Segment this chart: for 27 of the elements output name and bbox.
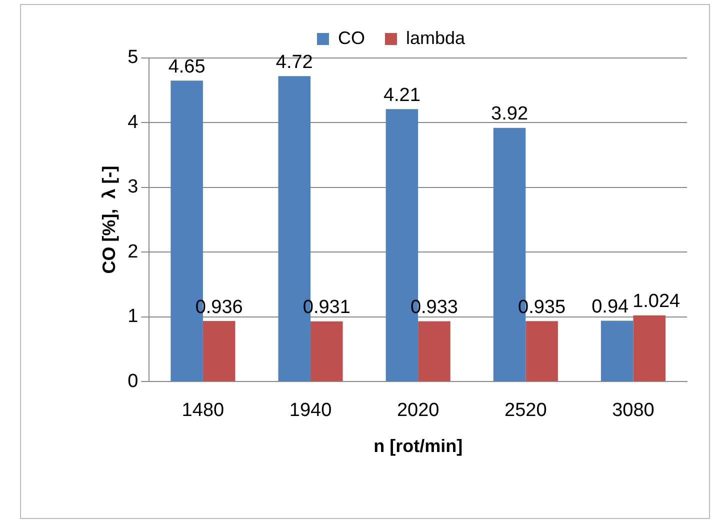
y-tick-label: 2	[128, 241, 138, 262]
data-label: 4.72	[276, 52, 313, 73]
data-label: 4.65	[168, 56, 206, 78]
data-label: 0.94	[592, 296, 630, 318]
y-tick-label: 0	[128, 370, 138, 392]
x-tick-label: 2020	[396, 400, 440, 422]
data-label: 4.21	[383, 84, 420, 106]
legend-label: lambda	[406, 28, 466, 48]
x-tick-label: 3080	[612, 400, 654, 422]
y-tick-label: 5	[128, 47, 138, 68]
x-tick-label: 1940	[289, 400, 332, 422]
data-label: 1.024	[632, 291, 681, 312]
legend-label: CO	[338, 28, 365, 48]
bar	[202, 321, 236, 382]
x-axis-title: n [rot/min]	[374, 436, 463, 456]
y-axis-title: CO [%], λ [-]	[98, 166, 119, 274]
y-tick-label: 4	[128, 112, 139, 133]
bar	[526, 321, 558, 382]
y-tick-label: 3	[128, 176, 138, 198]
x-tick-label: 2520	[504, 400, 547, 422]
bar	[310, 321, 343, 382]
data-label: 3.92	[491, 104, 528, 125]
bar	[418, 321, 450, 382]
x-tick-label: 1480	[182, 400, 224, 422]
bar	[600, 320, 634, 382]
y-tick-label: 1	[128, 306, 138, 328]
bar	[633, 315, 666, 382]
